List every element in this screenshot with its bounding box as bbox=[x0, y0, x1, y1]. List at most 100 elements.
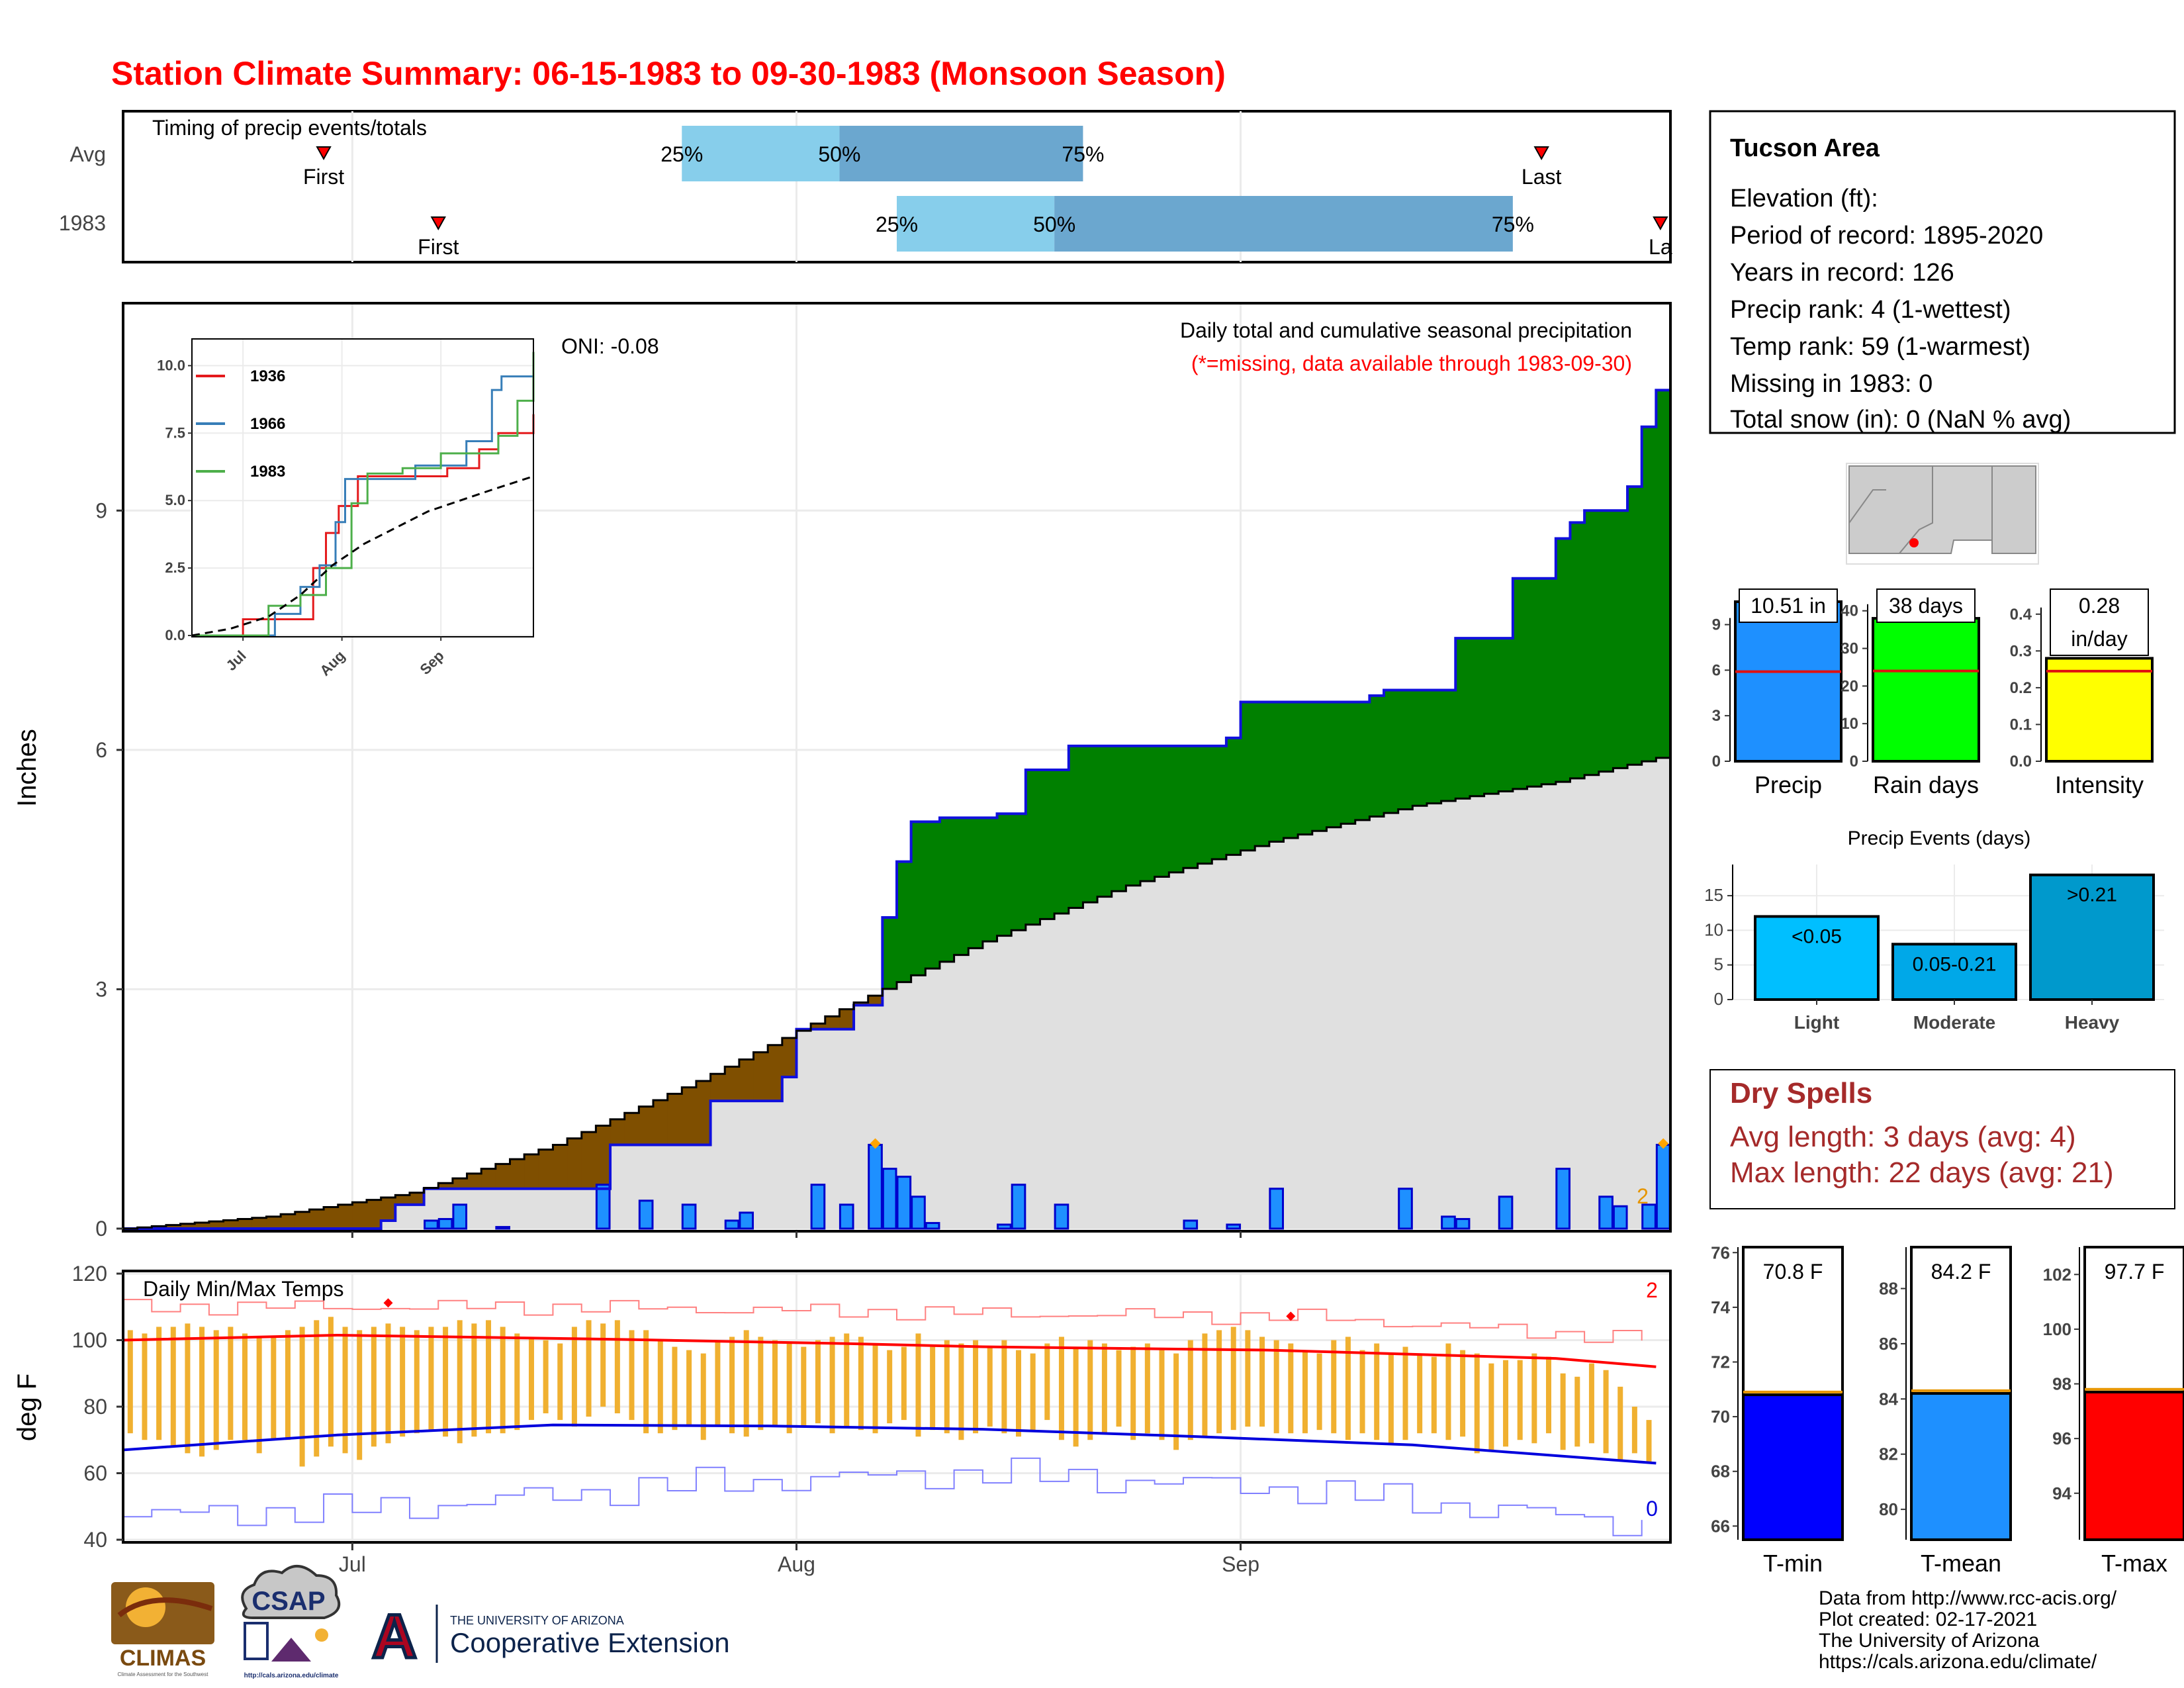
below-avg-fill bbox=[495, 1164, 511, 1189]
dry-spells-max: Max length: 22 days (avg: 21) bbox=[1730, 1156, 2114, 1189]
daily-temp-bar bbox=[471, 1323, 477, 1437]
above-avg-fill bbox=[1441, 690, 1456, 802]
events-ytick-label: 10 bbox=[1704, 919, 1723, 939]
avg-cumulative-line bbox=[123, 757, 1670, 1230]
below-avg-fill bbox=[825, 1016, 841, 1029]
temp-summary-ytick-label: 102 bbox=[2043, 1264, 2071, 1284]
below-avg-fill bbox=[567, 1138, 582, 1189]
below-avg-fill bbox=[624, 1113, 639, 1145]
summary-ytick-label: 20 bbox=[1841, 677, 1858, 695]
daily-temp-bar bbox=[700, 1353, 706, 1440]
summary-ytick-label: 9 bbox=[1712, 616, 1721, 634]
daily-temp-bar bbox=[543, 1340, 549, 1414]
above-avg-fill bbox=[1283, 702, 1298, 839]
daily-temp-bar bbox=[1187, 1340, 1193, 1440]
daily-temp-bar bbox=[1159, 1350, 1165, 1440]
above-avg-fill bbox=[1240, 702, 1255, 851]
timing-1983-p50-label: 50% bbox=[1033, 212, 1075, 236]
above-avg-fill bbox=[1355, 702, 1370, 820]
climas-logo: CLIMAS Climate Assessment for the Southw… bbox=[111, 1582, 214, 1677]
below-avg-fill bbox=[338, 1204, 353, 1229]
daily-precip-bar bbox=[1226, 1223, 1242, 1230]
above-avg-fill bbox=[1384, 690, 1399, 814]
timing-row-avg-label: Avg bbox=[69, 142, 106, 166]
daily-temp-bar bbox=[1073, 1346, 1079, 1447]
daily-temp-bar bbox=[528, 1336, 534, 1421]
daily-temp-bar bbox=[973, 1340, 979, 1434]
events-bar bbox=[1754, 915, 1880, 1002]
above-avg-fill bbox=[1555, 538, 1571, 782]
temperature-ytick-label: 120 bbox=[72, 1262, 107, 1286]
events-ytick-label: 5 bbox=[1714, 955, 1723, 974]
daily-temp-bar bbox=[1488, 1363, 1494, 1450]
temp-summary-ytick-label: 74 bbox=[1711, 1297, 1730, 1317]
below-avg-fill bbox=[538, 1149, 554, 1189]
temp-summary-name: T-min bbox=[1763, 1550, 1823, 1577]
daily-temp-bar bbox=[142, 1333, 148, 1440]
dry-spells-title: Dry Spells bbox=[1730, 1077, 1872, 1109]
summary-ytick-label: 0 bbox=[1712, 753, 1721, 771]
daily-temp-bar bbox=[1173, 1353, 1179, 1450]
summary-label-box bbox=[2050, 588, 2149, 656]
daily-precip-bar bbox=[868, 1143, 883, 1230]
station-precip-rank: Precip rank: 4 (1-wettest) bbox=[1730, 296, 2011, 324]
below-avg-fill bbox=[782, 1037, 797, 1078]
below-avg-fill bbox=[667, 1094, 682, 1145]
daily-temp-bar bbox=[1130, 1346, 1136, 1440]
daily-temp-bar bbox=[1588, 1363, 1594, 1444]
station-missing: Missing in 1983: 0 bbox=[1730, 370, 1933, 398]
daily-temp-bar bbox=[127, 1330, 133, 1434]
above-avg-fill bbox=[1584, 510, 1600, 775]
daily-temp-bar bbox=[801, 1346, 807, 1427]
daily-temp-bar bbox=[1374, 1343, 1380, 1440]
summary-value-label: 0.28 bbox=[2079, 594, 2120, 618]
events-title: Precip Events (days) bbox=[1848, 827, 2031, 849]
extreme-count-label: 2 bbox=[1637, 1184, 1649, 1208]
daily-temp-bar bbox=[930, 1346, 936, 1430]
above-avg-fill bbox=[1498, 638, 1514, 792]
inset-line-1966 bbox=[192, 369, 535, 637]
daily-temp-bar bbox=[385, 1323, 391, 1444]
daily-temp-bar bbox=[428, 1327, 434, 1430]
station-info-box: Tucson Area Elevation (ft): Period of re… bbox=[1709, 110, 2176, 434]
daily-precip-bar bbox=[1555, 1168, 1570, 1230]
daily-temp-bar bbox=[1531, 1353, 1537, 1444]
above-avg-fill bbox=[1011, 814, 1026, 931]
daily-temp-bar bbox=[213, 1330, 219, 1450]
below-avg-fill bbox=[524, 1154, 539, 1189]
daily-temp-bar bbox=[1087, 1340, 1093, 1440]
daily-precip-bar bbox=[739, 1211, 754, 1230]
summary-bar-precip: 0 3 6 9 10.51 in Precip bbox=[1712, 588, 1843, 798]
summary-ytick-label: 3 bbox=[1712, 707, 1721, 725]
daily-temp-bar bbox=[901, 1346, 907, 1421]
temp-summary-ytick-label: 100 bbox=[2043, 1319, 2071, 1339]
above-avg-fill bbox=[1140, 745, 1156, 882]
temp-summary-ytick-label: 94 bbox=[2052, 1483, 2071, 1503]
inset-ytick-label: 10.0 bbox=[157, 357, 185, 373]
summary-unit-label: in/day bbox=[2071, 627, 2127, 651]
events-bar-label: 0.05-0.21 bbox=[1913, 953, 1997, 975]
timing-avg-p25-label: 25% bbox=[660, 142, 703, 166]
daily-temp-bar bbox=[1402, 1346, 1408, 1440]
daily-temp-bar bbox=[715, 1340, 721, 1427]
daily-temp-bar bbox=[400, 1327, 406, 1437]
daily-temp-bar bbox=[829, 1336, 835, 1434]
daily-temp-bar bbox=[242, 1333, 248, 1440]
below-avg-fill bbox=[309, 1209, 324, 1229]
daily-temp-bar bbox=[915, 1333, 921, 1437]
above-avg-fill bbox=[1341, 702, 1356, 824]
temp-summary-t-min: 66 68 70 72 74 76 70.8 F T-min bbox=[1711, 1243, 1844, 1577]
temp-summary-ytick-label: 70 bbox=[1711, 1407, 1730, 1427]
above-avg-fill bbox=[1369, 695, 1385, 817]
daily-temp-bar bbox=[743, 1330, 749, 1437]
below-avg-fill bbox=[610, 1119, 625, 1145]
timing-1983-p25-label: 25% bbox=[876, 212, 918, 236]
inset-frame bbox=[191, 338, 534, 637]
below-avg-fill bbox=[839, 1009, 854, 1029]
timing-label: Timing of precip events/totals bbox=[152, 116, 427, 140]
above-avg-fill bbox=[1627, 487, 1643, 765]
above-avg-fill bbox=[982, 818, 998, 942]
daily-temp-bar bbox=[500, 1327, 506, 1434]
above-avg-fill bbox=[1570, 522, 1585, 778]
